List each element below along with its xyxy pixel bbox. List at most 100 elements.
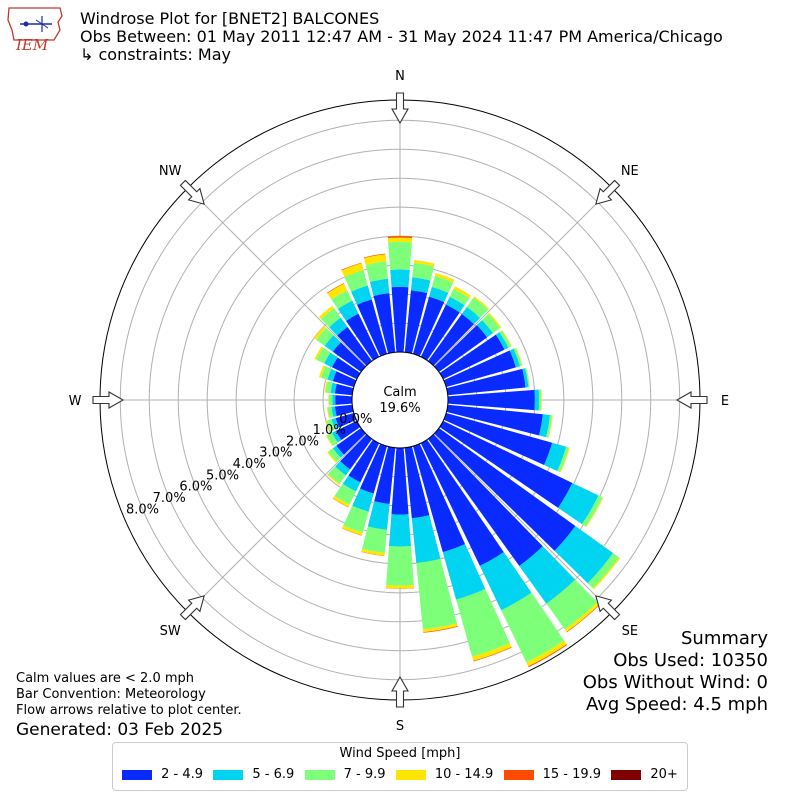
wind-bar-segment: [391, 286, 409, 353]
legend-items: 2 - 4.9 5 - 6.9 7 - 9.9 10 - 14.9 15 - 1…: [113, 767, 687, 782]
wind-bar-segment: [546, 414, 553, 438]
legend: Wind Speed [mph] 2 - 4.9 5 - 6.9 7 - 9.9…: [112, 742, 688, 791]
wind-bar-segment: [335, 461, 351, 476]
wind-bar-segment: [332, 342, 366, 372]
wind-bar-segment: [386, 546, 414, 586]
note-bar-convention: Bar Convention: Meteorology: [16, 687, 206, 702]
wind-bar-segment: [456, 588, 510, 657]
wind-bar-segment: [488, 312, 502, 329]
legend-item: 10 - 14.9: [395, 767, 494, 782]
wind-bar-segment: [453, 286, 472, 299]
legend-swatch: [503, 769, 534, 780]
wind-bar-segment: [412, 443, 466, 553]
wind-bar-segment: [443, 412, 553, 466]
wind-bar-segment: [331, 290, 353, 309]
wind-bar-segment: [341, 262, 362, 271]
wind-bar-segment: [479, 552, 532, 611]
summary-obs-used: Obs Used: 10350: [613, 650, 768, 671]
wind-bar-segment: [324, 335, 341, 352]
radial-tick-label: 4.0%: [233, 457, 266, 472]
wind-bar-segment: [434, 428, 576, 551]
wind-bar-segment: [431, 275, 454, 293]
wind-bar-segment: [337, 300, 359, 321]
legend-label: 10 - 14.9: [434, 767, 494, 782]
wind-bar-segment: [472, 643, 512, 661]
wind-bar-segment: [513, 347, 523, 367]
wind-bar-segment: [442, 544, 486, 600]
wind-bar-segment: [373, 293, 396, 354]
wind-bar-segment: [509, 348, 521, 368]
wind-bar-segment: [447, 389, 535, 411]
wind-bar-segment: [335, 420, 361, 441]
wind-bar-segment: [446, 368, 526, 396]
wind-bar-segment: [365, 261, 388, 282]
wind-bar-segment: [554, 526, 614, 584]
wind-bar-segment: [325, 381, 333, 394]
wind-bar-segment: [328, 466, 346, 484]
wind-bar-segment: [331, 418, 340, 430]
wind-bar-segment: [499, 330, 512, 348]
wind-bar-segment: [473, 647, 512, 662]
wind-bar-segment: [526, 640, 567, 667]
summary-heading: Summary: [681, 628, 768, 649]
wind-bar-segment: [416, 558, 457, 630]
wind-bar-segment: [348, 439, 380, 483]
wind-bar-segment: [346, 313, 380, 361]
wind-bar-segment: [544, 442, 567, 472]
title-period: Obs Between: 01 May 2011 12:47 AM - 31 M…: [80, 27, 723, 46]
wind-bar-segment: [538, 389, 542, 411]
wind-bar-segment: [328, 394, 330, 406]
title-constraints: ↳ constraints: May: [80, 45, 231, 64]
summary-obs-without-wind: Obs Without Wind: 0: [582, 672, 768, 693]
wind-bar-segment: [316, 328, 334, 346]
wind-bar-segment: [445, 296, 465, 313]
wind-bar-segment: [331, 406, 337, 418]
direction-label: SE: [622, 624, 638, 639]
wind-bar-segment: [422, 623, 458, 633]
wind-bar-segment: [374, 446, 396, 504]
legend-swatch: [611, 769, 642, 780]
chart-title: Windrose Plot for [BNET2] BALCONES Obs B…: [80, 10, 723, 64]
wind-bar-segment: [342, 475, 361, 492]
wind-bar-segment: [501, 330, 512, 347]
notes-block: Calm values are < 2.0 mph Bar Convention…: [16, 671, 242, 741]
radial-tick-label: 8.0%: [126, 502, 159, 517]
wind-bar-segment: [391, 447, 409, 515]
wind-bar-segment: [357, 299, 388, 357]
wind-bar-segment: [404, 290, 428, 354]
wind-bar-segment: [540, 389, 542, 411]
wind-bar-segment: [335, 412, 357, 428]
generated-date: Generated: 03 Feb 2025: [16, 720, 224, 740]
wind-bar-segment: [501, 592, 565, 663]
wind-bar-segment: [564, 602, 600, 632]
legend-label: 2 - 4.9: [161, 767, 204, 782]
wind-bar-segment: [461, 306, 481, 325]
flow-arrow-icon: [595, 595, 621, 621]
wind-bar-segment: [592, 557, 621, 590]
legend-title: Wind Speed [mph]: [339, 746, 461, 761]
wind-bar-segment: [546, 579, 598, 630]
wind-bar-segment: [325, 420, 331, 432]
flow-arrow-icon: [92, 391, 125, 409]
wind-bar-segment: [363, 253, 386, 259]
legend-label: 15 - 19.9: [542, 767, 602, 782]
legend-swatch: [122, 769, 153, 780]
wind-bar-segment: [515, 347, 523, 366]
legend-item: 5 - 6.9: [213, 767, 294, 782]
legend-label: 20+: [650, 767, 678, 782]
radial-tick-label: 2.0%: [286, 434, 319, 449]
legend-label: 5 - 6.9: [252, 767, 295, 782]
wind-bar-segment: [449, 288, 470, 306]
wind-bar-segment: [482, 313, 501, 334]
wind-bar-segment: [344, 270, 368, 292]
wind-bar-segment: [327, 451, 337, 463]
wind-bar-segment: [539, 414, 551, 438]
direction-label: SW: [160, 624, 181, 639]
legend-item: 15 - 19.9: [503, 767, 602, 782]
wind-bar-segment: [557, 446, 569, 473]
wind-bar-segment: [318, 365, 326, 378]
wind-bar-segment: [528, 644, 568, 668]
wind-bar-segment: [332, 498, 349, 508]
calm-label: Calm: [383, 385, 416, 400]
wind-bar-segment: [388, 241, 412, 270]
